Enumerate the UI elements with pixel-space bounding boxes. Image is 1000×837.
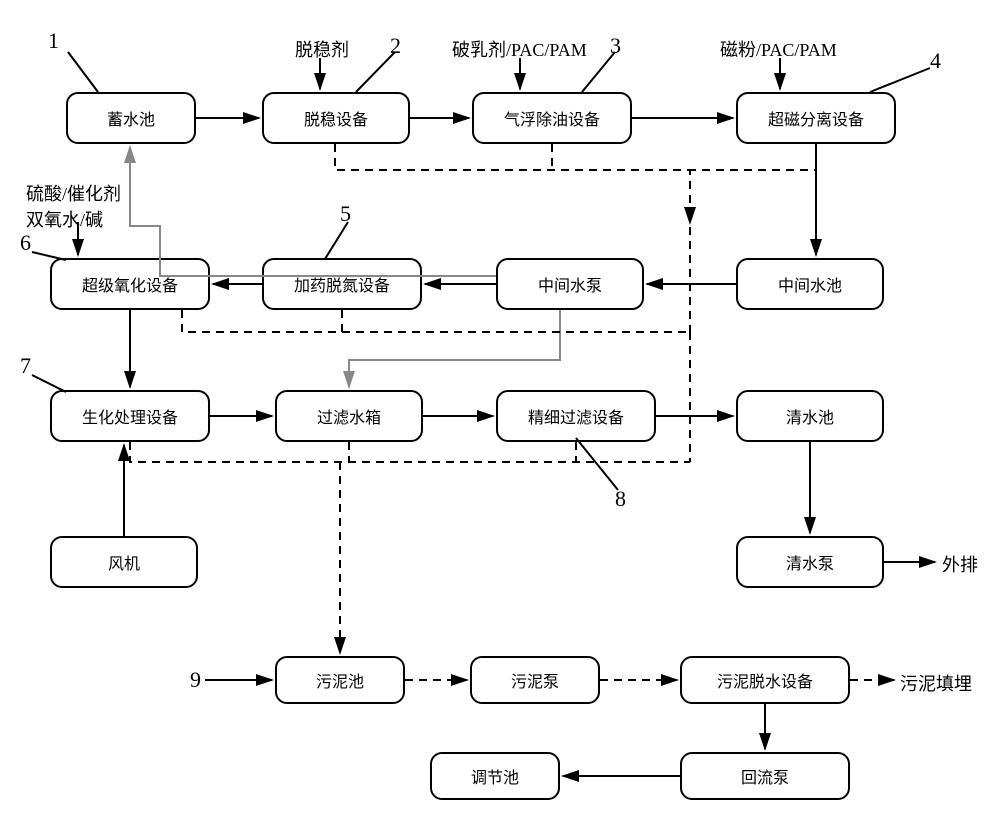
node-clearpump: 清水泵 xyxy=(736,536,884,588)
node-dosing: 加药脱氮设备 xyxy=(262,258,422,310)
pointer-num: 6 xyxy=(20,230,31,256)
node-superox: 超级氧化设备 xyxy=(50,258,210,310)
node-reservoir: 蓄水池 xyxy=(66,92,196,144)
node-label: 清水泵 xyxy=(786,550,834,574)
node-label: 回流泵 xyxy=(741,764,789,788)
node-label: 精细过滤设备 xyxy=(528,404,624,428)
node-midtank: 中间水池 xyxy=(736,258,884,310)
node-label: 中间水池 xyxy=(778,272,842,296)
node-label: 风机 xyxy=(108,550,140,574)
reagent-label: 硫酸/催化剂 双氧水/碱 xyxy=(26,180,121,232)
node-label: 气浮除油设备 xyxy=(504,106,600,130)
node-airfloat: 气浮除油设备 xyxy=(472,92,632,144)
node-label: 超级氧化设备 xyxy=(82,272,178,296)
node-label: 污泥脱水设备 xyxy=(717,668,813,692)
edge-dashed xyxy=(690,150,816,170)
pointer-num: 1 xyxy=(48,28,59,54)
node-label: 脱稳设备 xyxy=(304,106,368,130)
node-filtertank: 过滤水箱 xyxy=(275,390,423,442)
pointer-line xyxy=(325,222,348,259)
pointer-num: 7 xyxy=(20,353,31,379)
node-label: 过滤水箱 xyxy=(317,404,381,428)
node-biochem: 生化处理设备 xyxy=(50,390,210,442)
node-label: 加药脱氮设备 xyxy=(294,272,390,296)
node-destab: 脱稳设备 xyxy=(262,92,410,144)
node-fan: 风机 xyxy=(50,536,198,588)
node-label: 清水池 xyxy=(786,404,834,428)
node-magsep: 超磁分离设备 xyxy=(736,92,896,144)
sludge-out-label: 污泥填埋 xyxy=(900,670,972,696)
edge-recycle xyxy=(130,147,496,276)
node-dewater: 污泥脱水设备 xyxy=(680,656,850,704)
node-label: 超磁分离设备 xyxy=(768,106,864,130)
pointer-num: 5 xyxy=(340,201,351,227)
node-regtank: 调节池 xyxy=(430,752,560,800)
pointer-line xyxy=(68,52,98,92)
node-label: 生化处理设备 xyxy=(82,404,178,428)
node-label: 污泥泵 xyxy=(511,668,559,692)
node-label: 蓄水池 xyxy=(107,106,155,130)
pointer-num: 3 xyxy=(610,33,621,59)
edge-recycle xyxy=(349,310,560,387)
edge-dashed xyxy=(130,442,690,462)
pointer-line xyxy=(870,68,930,92)
node-sludgepump: 污泥泵 xyxy=(470,656,600,704)
pointer-num: 8 xyxy=(615,486,626,512)
node-returnpump: 回流泵 xyxy=(680,752,850,800)
pointer-num: 9 xyxy=(190,667,201,693)
pointer-num: 2 xyxy=(390,33,401,59)
reagent-label: 破乳剂/PAC/PAM xyxy=(452,36,587,62)
edge-dashed xyxy=(335,144,690,223)
node-cleartank: 清水池 xyxy=(736,390,884,442)
edge-dashed xyxy=(182,310,690,332)
pointer-num: 4 xyxy=(930,48,941,74)
reagent-label: 脱稳剂 xyxy=(295,36,349,62)
node-sludgetank: 污泥池 xyxy=(275,656,405,704)
node-midpump: 中间水泵 xyxy=(496,258,644,310)
node-label: 中间水泵 xyxy=(538,272,602,296)
reagent-label: 磁粉/PAC/PAM xyxy=(720,36,837,62)
node-label: 污泥池 xyxy=(316,668,364,692)
node-label: 调节池 xyxy=(471,764,519,788)
out-label: 外排 xyxy=(942,551,978,577)
pointer-line xyxy=(576,438,618,490)
node-finefilter: 精细过滤设备 xyxy=(496,390,656,442)
